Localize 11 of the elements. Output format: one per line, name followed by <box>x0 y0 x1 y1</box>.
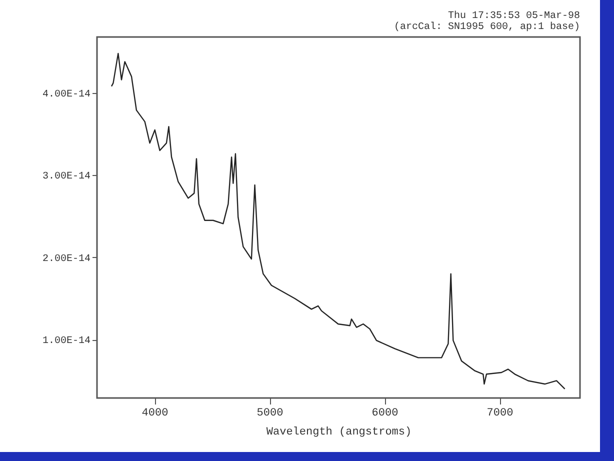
x-tick-label: 7000 <box>486 408 514 420</box>
y-tick-label: 2.00E-14 <box>42 254 90 265</box>
x-tick-label: 5000 <box>256 408 284 420</box>
chart-subtitle: (arcCal: SN1995 600, ap:1 base) <box>394 21 580 33</box>
chart-title: Thu 17:35:53 05-Mar-98 <box>448 10 580 22</box>
y-tick-label: 3.00E-14 <box>42 172 90 183</box>
y-tick-label: 1.00E-14 <box>42 336 90 348</box>
y-tick-label: 4.00E-14 <box>42 89 90 100</box>
x-tick-label: 6000 <box>372 408 398 420</box>
x-tick-label: 4000 <box>142 408 168 420</box>
x-axis-title: Wavelength (angstroms) <box>266 426 412 438</box>
